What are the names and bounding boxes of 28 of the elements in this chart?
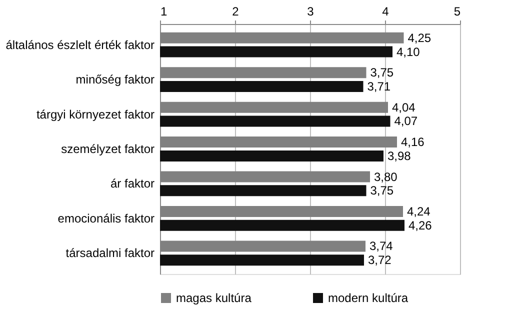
data-label: 3,98 — [388, 148, 412, 163]
data-label: 4,04 — [392, 100, 416, 114]
data-label: 3,75 — [370, 184, 394, 198]
x-tick-label: 4 — [382, 4, 390, 18]
data-label: 4,16 — [401, 135, 425, 150]
y-tick-label: társadalmi faktor — [66, 246, 154, 260]
data-label: 4,25 — [408, 30, 432, 45]
y-tick-label: ár faktor — [110, 176, 155, 191]
y-tick-label: minőség faktor — [76, 72, 155, 87]
data-label: 3,71 — [367, 80, 391, 94]
x-tick-label: 3 — [307, 4, 314, 18]
data-label: 4,07 — [394, 114, 418, 128]
data-label: 4,26 — [408, 218, 432, 232]
data-label: 4,24 — [407, 204, 431, 218]
data-label: 3,80 — [374, 170, 398, 184]
y-tick-label: tárgyi környezet faktor — [36, 107, 154, 122]
data-label: 3,74 — [370, 239, 394, 254]
y-tick-label: emocionális faktor — [58, 211, 154, 226]
x-tick-label: 2 — [232, 4, 240, 18]
data-label: 3,75 — [370, 66, 394, 80]
data-label: 3,72 — [368, 253, 392, 268]
y-tick-label: személyzet faktor — [61, 142, 154, 156]
data-label: 4,10 — [396, 44, 420, 59]
x-tick-label: 5 — [454, 4, 461, 18]
y-tick-label: általános észlelt érték faktor — [6, 38, 154, 52]
x-tick-label: 1 — [160, 4, 168, 18]
legend-label: modern kultúra — [328, 291, 408, 305]
legend-label: magas kultúra — [176, 291, 252, 305]
